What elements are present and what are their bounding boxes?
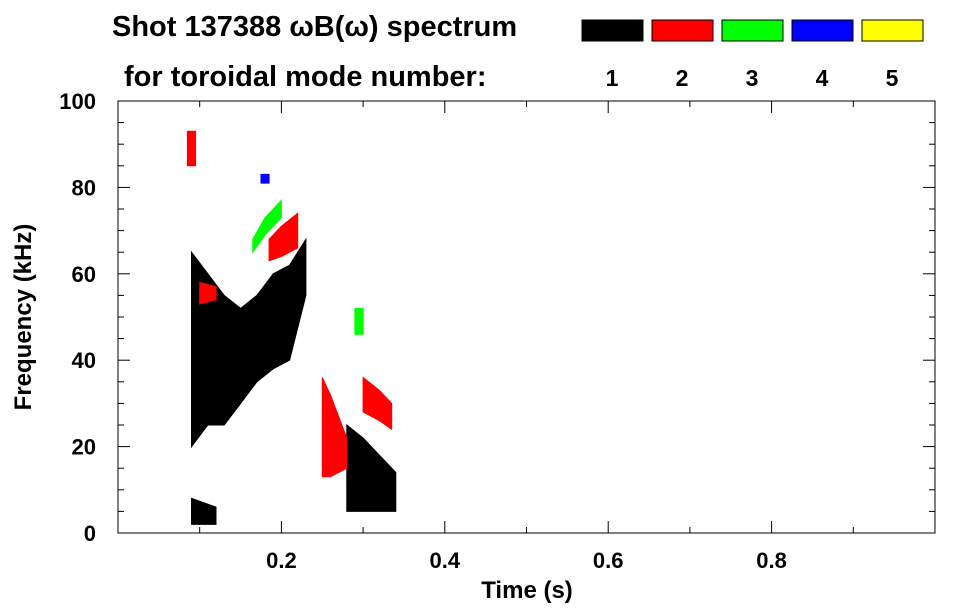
y-axis-label: Frequency (kHz) [10,224,37,411]
y-tick-label: 40 [72,348,96,373]
legend-label-mode-2: 2 [676,65,689,91]
legend-swatch-mode-1 [581,19,644,42]
chart-title: Shot 137388 ωB(ω) spectrum [112,11,517,43]
legend-swatch-mode-3 [721,19,784,42]
legend-title: for toroidal mode number: [124,61,487,93]
legend-swatch-mode-5 [861,19,924,42]
x-axis-label: Time (s) [481,577,573,604]
legend-swatch-mode-4 [791,19,854,42]
legend-label-mode-1: 1 [606,65,619,91]
legend: 1 2 3 4 5 [581,19,924,91]
y-tick-label: 80 [72,175,96,200]
mode-1-feature-2 [191,497,217,525]
axes: 0 20 40 60 80 100 0.2 0.4 0.6 0.8 [59,89,935,573]
y-tick-label: 100 [59,89,96,114]
x-tick-label: 0.2 [266,548,297,573]
mode-3-feature-9 [354,307,364,335]
mode-1-feature-1 [346,423,397,512]
legend-swatch-mode-2 [651,19,714,42]
y-tick-label: 0 [84,521,96,546]
mode-1-feature-0 [191,237,307,449]
mode-2-feature-5 [362,376,393,431]
mode-2-feature-4 [321,377,348,478]
y-tick-label: 60 [72,262,96,287]
x-tick-label: 0.4 [430,548,461,573]
plot-area [186,130,397,525]
legend-label-mode-5: 5 [886,65,899,91]
mode-2-feature-3 [268,212,299,262]
x-tick-label: 0.6 [593,548,624,573]
mode-4-feature-10 [260,173,270,184]
mode-2-feature-6 [199,281,217,305]
y-tick-label: 20 [72,435,96,460]
mode-2-feature-7 [186,130,197,167]
legend-label-mode-4: 4 [816,65,829,91]
mode-3-feature-8 [252,199,282,254]
x-tick-label: 0.8 [756,548,787,573]
legend-label-mode-3: 3 [746,65,759,91]
